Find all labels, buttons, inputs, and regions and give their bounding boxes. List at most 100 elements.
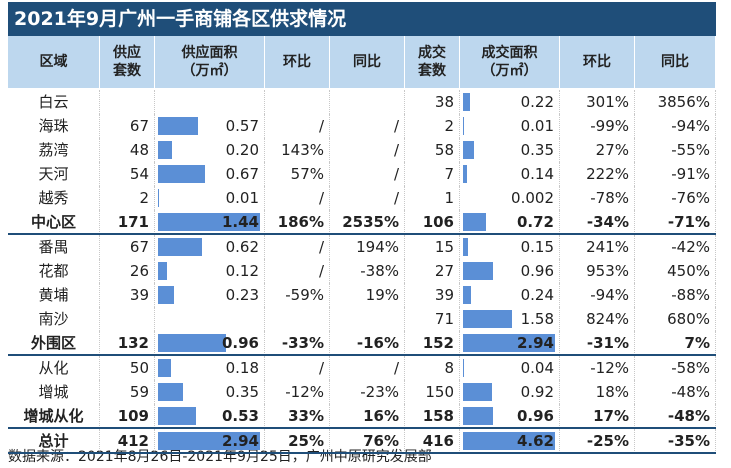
header-line: （万㎡） — [181, 63, 238, 79]
row-label: 天河 — [8, 162, 100, 186]
cell: 0.04 — [460, 356, 560, 380]
cell: 2 — [405, 114, 460, 138]
cell: 15 — [405, 235, 460, 259]
data-bar — [158, 213, 260, 231]
cell-text: -38% — [360, 262, 399, 280]
cell: 26 — [100, 259, 155, 283]
cell: 0.01 — [460, 114, 560, 138]
cell: 1.58 — [460, 307, 560, 331]
cell-text: 0.01 — [225, 189, 259, 207]
cell-text: 450% — [667, 262, 710, 280]
cell-text: 186% — [277, 213, 324, 231]
cell-text: -35% — [667, 432, 710, 450]
cell-text: 19% — [365, 286, 399, 304]
row-label: 外围区 — [8, 331, 100, 355]
row-label: 南沙 — [8, 307, 100, 331]
cell-text: 106 — [422, 213, 454, 231]
cell-text: 0.22 — [520, 93, 554, 111]
cell-text: 0.24 — [520, 286, 554, 304]
cell: 8 — [405, 356, 460, 380]
cell — [265, 90, 330, 114]
cell: 150 — [405, 380, 460, 404]
cell: -35% — [635, 429, 716, 453]
cell: -12% — [265, 380, 330, 404]
cell: 39 — [100, 283, 155, 307]
cell-text: 27 — [434, 262, 454, 280]
cell-text: 中心区 — [30, 213, 76, 231]
cell-text: 58 — [434, 141, 454, 159]
cell: 3856% — [635, 90, 716, 114]
cell-text: -12% — [285, 383, 324, 401]
cell-text: 18% — [595, 383, 629, 401]
cell: 0.20 — [155, 138, 265, 162]
row-label: 增城 — [8, 380, 100, 404]
cell-text: -55% — [671, 141, 710, 159]
cell-text: 152 — [422, 334, 454, 352]
row-label: 荔湾 — [8, 138, 100, 162]
row-label: 从化 — [8, 356, 100, 380]
data-bar — [463, 286, 471, 304]
data-bar — [463, 383, 492, 401]
cell-text: -78% — [590, 189, 629, 207]
cell-text: 15 — [434, 238, 454, 256]
cell-text: 48 — [129, 141, 149, 159]
cell-text: 7% — [684, 334, 710, 352]
row-label: 花都 — [8, 259, 100, 283]
cell: 27% — [560, 138, 635, 162]
cell-text: 54 — [129, 165, 149, 183]
row-label: 海珠 — [8, 114, 100, 138]
cell: 0.96 — [155, 331, 265, 355]
cell-text: 0.20 — [225, 141, 259, 159]
cell: 680% — [635, 307, 716, 331]
cell: -38% — [330, 259, 405, 283]
data-bar — [158, 407, 196, 425]
cell-text: -76% — [671, 189, 710, 207]
cell: 57% — [265, 162, 330, 186]
cell: 194% — [330, 235, 405, 259]
cell: 19% — [330, 283, 405, 307]
cell-text: 67 — [129, 238, 149, 256]
cell: -71% — [635, 210, 716, 234]
cell: 0.53 — [155, 404, 265, 428]
cell-text: 171 — [117, 213, 149, 231]
cell: -55% — [635, 138, 716, 162]
cell-text: 花都 — [38, 262, 69, 280]
header-line: 套数 — [418, 63, 446, 79]
cell: 171 — [100, 210, 155, 234]
cell-text: 0.15 — [520, 238, 554, 256]
data-bar — [158, 238, 202, 256]
column-header: 供应面积 （万㎡） — [155, 36, 265, 88]
cell-text: 301% — [586, 93, 629, 111]
cell: 0.24 — [460, 283, 560, 307]
row-label: 总计 — [8, 429, 100, 453]
header-line: 供应面积 — [181, 45, 238, 61]
cell-text: / — [318, 262, 324, 280]
cell: / — [265, 235, 330, 259]
cell: 16% — [330, 404, 405, 428]
data-bar — [158, 189, 159, 207]
row-label: 白云 — [8, 90, 100, 114]
cell: 0.35 — [460, 138, 560, 162]
cell: 0.12 — [155, 259, 265, 283]
cell: 18% — [560, 380, 635, 404]
cell-text: 7 — [444, 165, 454, 183]
cell-text: 0.67 — [225, 165, 259, 183]
cell-text: -42% — [671, 238, 710, 256]
data-bar — [463, 310, 513, 328]
cell-text: 50 — [129, 359, 149, 377]
cell-text: 38 — [434, 93, 454, 111]
cell: 0.22 — [460, 90, 560, 114]
cell — [330, 307, 405, 331]
cell-text: -58% — [671, 359, 710, 377]
cell-text: 2.94 — [516, 334, 554, 352]
cell-text: / — [318, 238, 324, 256]
header-line: 同比 — [661, 54, 689, 70]
cell-text: 0.96 — [221, 334, 259, 352]
cell — [100, 90, 155, 114]
cell: 0.57 — [155, 114, 265, 138]
cell-text: 2535% — [342, 213, 399, 231]
data-bar — [463, 141, 474, 159]
cell-text: / — [393, 189, 399, 207]
cell-text: 越秀 — [38, 189, 69, 207]
cell: 39 — [405, 283, 460, 307]
